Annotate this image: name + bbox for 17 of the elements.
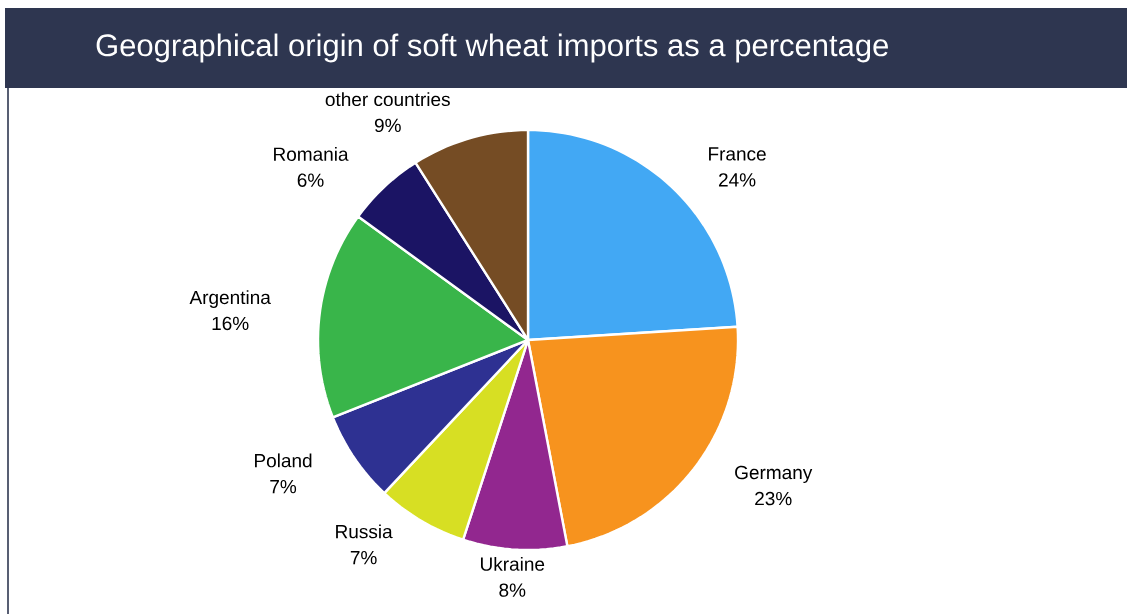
data-label: 9%	[374, 118, 401, 133]
slice-label: Romania	[274, 147, 349, 162]
slice-label: Russia	[336, 524, 393, 539]
data-label: 23%	[755, 491, 792, 506]
data-label: 6%	[297, 173, 324, 188]
data-label: 16%	[212, 316, 249, 331]
slice-label: Ukraine	[481, 556, 545, 571]
slice-label: other countries	[325, 92, 450, 107]
slice-label: France	[709, 147, 766, 161]
chart-title: Geographical origin of soft wheat imports as a percentage	[96, 33, 888, 63]
slice-label: Germany	[735, 465, 813, 484]
slice-label: Argentina	[189, 290, 271, 309]
data-label: 8%	[499, 583, 526, 597]
data-label: 7%	[350, 551, 377, 565]
slice-label: Poland	[255, 453, 312, 468]
data-label: 7%	[270, 480, 297, 494]
data-label: 24%	[718, 173, 756, 187]
